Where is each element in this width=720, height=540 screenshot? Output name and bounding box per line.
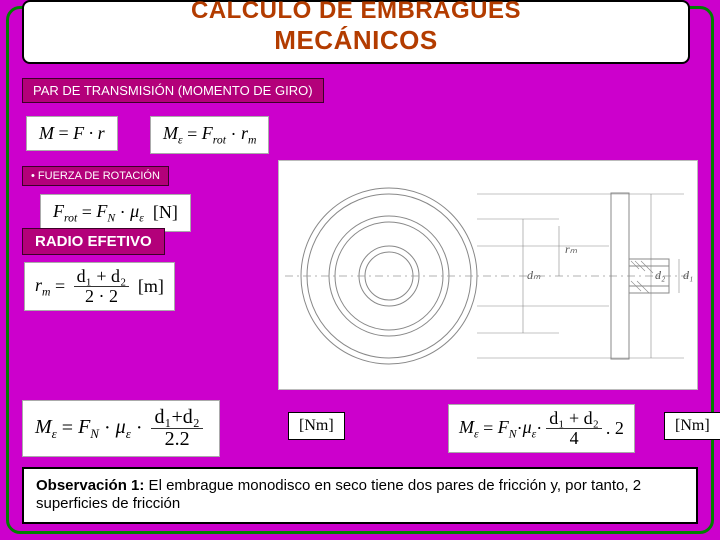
section-heading-fuerza: • FUERZA DE ROTACIÓN — [22, 166, 169, 186]
section-heading-radio: RADIO EFETIVO — [22, 228, 165, 255]
section-heading-par: PAR DE TRANSMISIÓN (MOMENTO DE GIRO) — [22, 78, 324, 103]
formula-rm: rm = d₁ + d₂ 2 · 2 [m] — [24, 262, 175, 311]
title-line-1: CÁLCULO DE EMBRAGUES — [191, 0, 521, 25]
label-dm: dₘ — [527, 268, 541, 282]
title-box: CÁLCULO DE EMBRAGUES MECÁNICOS — [22, 0, 690, 64]
lhs: M — [39, 123, 54, 143]
observation-box: Observación 1: El embrague monodisco en … — [22, 467, 698, 525]
observation-label: Observación 1: — [36, 477, 144, 494]
formula-me1: Mε = FN · με · d₁+d₂ 2.2 — [22, 400, 220, 457]
formula-frot: Frot = FN · με [N] — [40, 194, 191, 232]
label-rm: rₘ — [565, 242, 578, 256]
formula-m-fr: M = F · r — [26, 116, 118, 151]
clutch-diagram: dₘ rₘ d₂ d₁ — [278, 160, 698, 390]
title-line-2: MECÁNICOS — [274, 25, 437, 56]
unit-nm-1: [Nm] — [288, 412, 345, 440]
label-d1: d₁ — [683, 268, 693, 282]
formula-me-frot-rm: Mε = Frot · rm — [150, 116, 269, 154]
rhs: F · r — [73, 123, 105, 143]
unit-nm-2: [Nm] — [664, 412, 720, 440]
label-d2: d₂ — [655, 268, 665, 282]
formula-me2: Mε = FN · με · d₁ + d₂ 4 . 2 — [448, 404, 635, 453]
clutch-svg: dₘ rₘ d₂ d₁ — [279, 161, 699, 391]
